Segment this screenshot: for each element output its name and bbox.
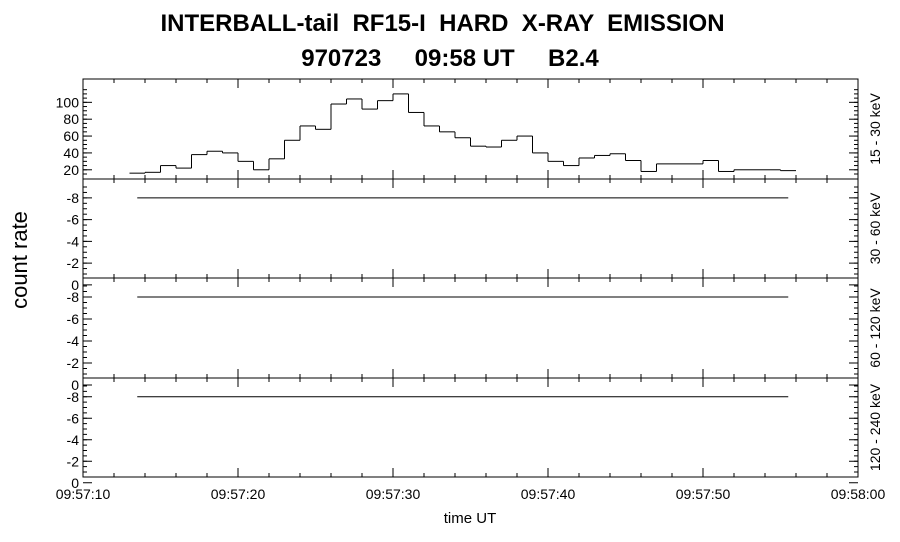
y-tick-label: -8 [67, 389, 80, 405]
panel-3: -8 -6 -4 -2 0 60 - 120 keV [67, 277, 883, 393]
panel-energy-label: 30 - 60 keV [867, 192, 883, 264]
panel-frame [82, 377, 859, 478]
panel-energy-label: 15 - 30 keV [867, 93, 883, 165]
y-tick-label: -8 [67, 190, 80, 206]
panel-frame [82, 78, 859, 180]
panel-frame [82, 277, 859, 379]
y-tick-label: 0 [71, 377, 79, 393]
x-tick-label: 09:57:50 [676, 486, 731, 502]
y-tick-label: 60 [63, 128, 79, 144]
y-tick-label: -4 [67, 333, 80, 349]
x-tick-label: 09:57:20 [211, 486, 266, 502]
x-tick-label: 09:58:00 [831, 486, 886, 502]
y-tick-label: 0 [71, 277, 79, 293]
x-tick-label: 09:57:40 [521, 486, 576, 502]
panel-energy-label: 120 - 240 keV [867, 383, 883, 471]
title-line-2: 970723 09:58 UT B2.4 [301, 45, 599, 72]
y-tick-label: -4 [67, 233, 80, 249]
y-tick-label: -6 [67, 212, 80, 228]
y-tick-label: 20 [63, 162, 79, 178]
y-tick-label: -4 [67, 432, 80, 448]
panel-energy-label: 60 - 120 keV [867, 288, 883, 368]
x-axis-label: time UT [444, 510, 497, 527]
x-tick-labels: 09:57:10 09:57:20 09:57:30 09:57:40 09:57:50… [56, 486, 886, 502]
panel-4: -8 -6 -4 -2 0 120 - 240 keV [67, 377, 883, 491]
y-tick-label: -6 [67, 410, 80, 426]
y-tick-label: 40 [63, 145, 79, 161]
chart-title: INTERBALL-tail RF15-I HARD X-RAY EMISSIO… [0, 0, 900, 78]
y-tick-label: -8 [67, 289, 80, 305]
panel-frame [82, 178, 859, 279]
y-tick-label: -2 [67, 355, 80, 371]
x-tick-label: 09:57:10 [56, 486, 111, 502]
title-line-1: INTERBALL-tail RF15-I HARD X-RAY EMISSIO… [160, 10, 725, 37]
y-tick-label: -2 [67, 453, 80, 469]
y-tick-label: 100 [56, 94, 80, 110]
y-axis-label: count rate [7, 211, 32, 309]
y-tick-label: 0 [71, 475, 79, 491]
y-tick-label: 80 [63, 111, 79, 127]
y-tick-label: -2 [67, 255, 80, 271]
x-tick-label: 09:57:30 [366, 486, 421, 502]
panel-2: -8 -6 -4 -2 0 30 - 60 keV [67, 178, 883, 293]
y-tick-label: -6 [67, 311, 80, 327]
